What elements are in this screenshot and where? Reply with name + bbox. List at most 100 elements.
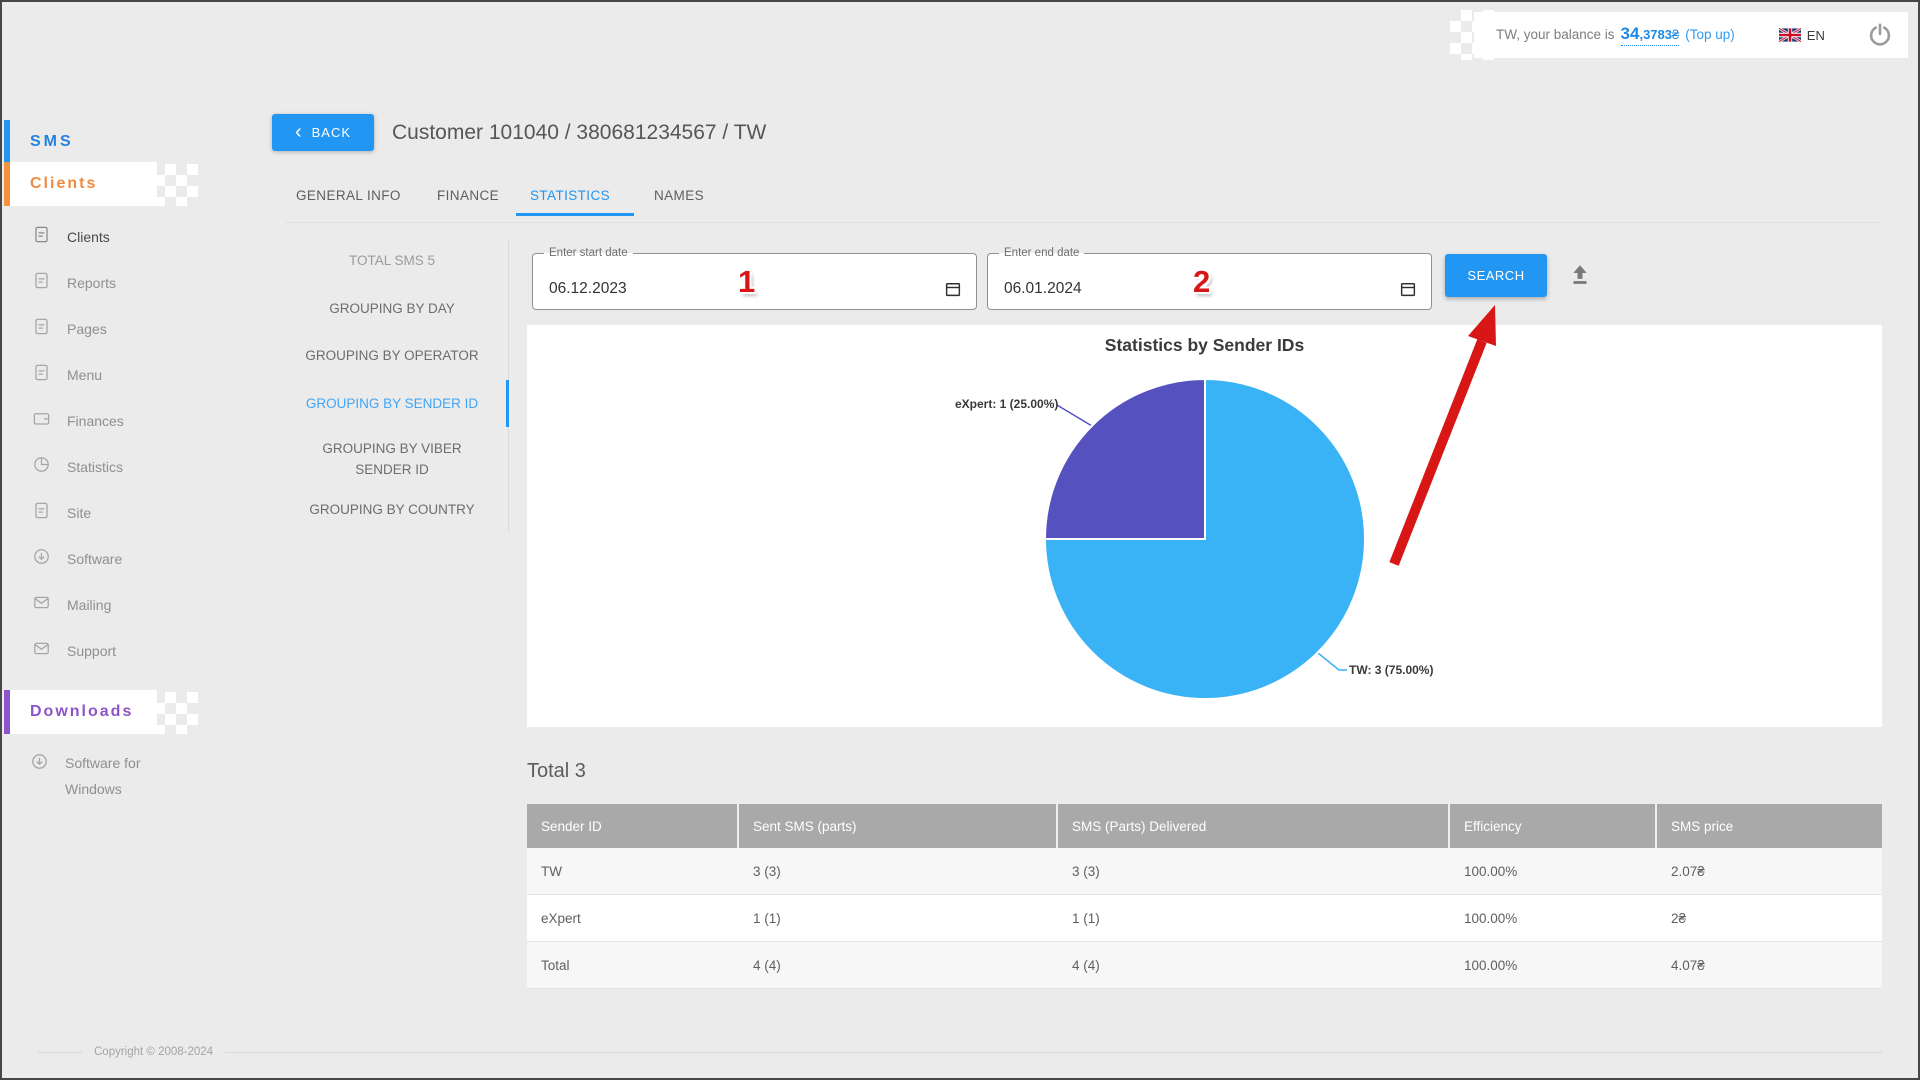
logout-power-icon[interactable] <box>1867 22 1893 48</box>
tab-general-info[interactable]: GENERAL INFO <box>296 188 401 203</box>
document-icon <box>32 501 51 525</box>
cell-sender-id: TW <box>527 848 739 894</box>
balance: TW, your balance is 34,3783₴ (Top up) <box>1496 24 1735 46</box>
callout-line-tw <box>1317 652 1347 671</box>
balance-amount[interactable]: 34,3783₴ <box>1620 24 1680 46</box>
cell-delivered: 3 (3) <box>1058 848 1450 894</box>
sidebar-item-site[interactable]: Site <box>32 498 91 528</box>
stats-table: Sender ID Sent SMS (parts) SMS (Parts) D… <box>527 804 1882 989</box>
col-header-delivered: SMS (Parts) Delivered <box>1058 804 1450 848</box>
envelope-icon <box>32 593 51 617</box>
pie-chart <box>1043 377 1366 700</box>
sidebar-section-downloads[interactable]: Downloads <box>2 690 232 734</box>
sidebar-item-clients[interactable]: Clients <box>32 222 110 252</box>
cell-sender-id: Total <box>527 942 739 988</box>
sidebar-item-mailing[interactable]: Mailing <box>32 590 111 620</box>
active-section-bg <box>4 162 157 206</box>
back-button[interactable]: ‹ BACK <box>272 114 374 151</box>
active-tab-underline <box>516 213 634 216</box>
pie-label-tw: TW: 3 (75.00%) <box>1349 663 1434 677</box>
calendar-icon[interactable] <box>944 280 962 303</box>
cell-sent-sms: 3 (3) <box>739 848 1058 894</box>
cell-sent-sms: 4 (4) <box>739 942 1058 988</box>
document-icon <box>32 317 51 341</box>
divider-line <box>38 1051 82 1053</box>
sidebar-item-finances[interactable]: Finances <box>32 406 124 436</box>
download-icon <box>32 547 51 571</box>
grouping-by-viber-sender-id[interactable]: GROUPING BY VIBER SENDER ID <box>322 441 462 477</box>
sidebar-item-menu[interactable]: Menu <box>32 360 102 390</box>
chevron-left-icon: ‹ <box>294 120 302 143</box>
top-up-link[interactable]: (Top up) <box>1685 27 1735 42</box>
uk-flag-icon <box>1778 28 1801 42</box>
col-header-efficiency: Efficiency <box>1450 804 1657 848</box>
export-upload-icon[interactable] <box>1564 260 1596 292</box>
sidebar-section-sms[interactable]: SMS <box>2 120 232 164</box>
section-accent-bar <box>4 162 10 206</box>
pie-label-expert: eXpert: 1 (25.00%) <box>955 397 1059 411</box>
start-date-value[interactable]: 06.12.2023 <box>549 280 627 297</box>
sidebar-item-support[interactable]: Support <box>32 636 116 666</box>
cell-efficiency: 100.00% <box>1450 895 1657 941</box>
grouping-by-day[interactable]: GROUPING BY DAY <box>329 301 455 316</box>
envelope-icon <box>32 639 51 663</box>
annotation-step-1: 1 <box>738 264 756 299</box>
document-icon <box>32 271 51 295</box>
pie-icon <box>32 455 51 479</box>
sidebar-item-reports[interactable]: Reports <box>32 268 116 298</box>
sidebar-item-software-for-windows[interactable]: Software for Windows <box>30 750 180 802</box>
section-accent-bar <box>4 690 10 734</box>
grouping-by-country[interactable]: GROUPING BY COUNTRY <box>309 502 475 517</box>
sidebar-item-software[interactable]: Software <box>32 544 122 574</box>
sidebar-section-label: Clients <box>30 175 98 192</box>
end-date-value[interactable]: 06.01.2024 <box>1004 280 1082 297</box>
grouping-by-operator[interactable]: GROUPING BY OPERATOR <box>305 348 479 363</box>
grouping-total-sms: TOTAL SMS 5 <box>348 253 436 268</box>
sidebar-section-label: SMS <box>30 133 74 150</box>
language-switcher[interactable]: EN <box>1778 27 1825 43</box>
col-header-sender-id: Sender ID <box>527 804 739 848</box>
sidebar-section-label: Downloads <box>30 703 134 720</box>
grouping-by-sender-id[interactable]: GROUPING BY SENDER ID <box>305 396 479 411</box>
wallet-icon <box>32 409 51 433</box>
page-title: Customer 101040 / 380681234567 / TW <box>392 121 767 144</box>
cell-efficiency: 100.00% <box>1450 848 1657 894</box>
col-header-sent-sms: Sent SMS (parts) <box>739 804 1058 848</box>
cell-efficiency: 100.00% <box>1450 942 1657 988</box>
calendar-icon[interactable] <box>1399 280 1417 303</box>
pixel-decoration <box>154 692 198 734</box>
total-heading: Total 3 <box>527 760 586 782</box>
copyright: Copyright © 2008-2024 <box>38 1046 1882 1058</box>
sidebar-item-statistics[interactable]: Statistics <box>32 452 123 482</box>
callout-line-expert <box>1056 404 1093 427</box>
balance-prefix: TW, your balance is <box>1496 27 1615 42</box>
chart-panel: Statistics by Sender IDs eXpert: 1 (25.0… <box>527 325 1882 727</box>
tab-statistics[interactable]: STATISTICS <box>530 188 611 203</box>
sidebar-section-clients[interactable]: Clients <box>2 162 232 206</box>
cell-sms-price: 2.07₴ <box>1657 848 1882 894</box>
sidebar-item-pages[interactable]: Pages <box>32 314 107 344</box>
cell-sender-id: eXpert <box>527 895 739 941</box>
table-row-total: Total 4 (4) 4 (4) 100.00% 4.07₴ <box>527 942 1882 989</box>
tabs-divider <box>285 222 1882 223</box>
tab-finance[interactable]: FINANCE <box>437 188 500 203</box>
balance-card: TW, your balance is 34,3783₴ (Top up) EN <box>1474 12 1908 58</box>
end-date-input[interactable]: Enter end date 06.01.2024 2 <box>987 247 1432 310</box>
section-accent-bar <box>4 120 10 164</box>
active-section-bg <box>4 690 157 734</box>
search-button[interactable]: SEARCH <box>1445 254 1547 297</box>
start-date-label: Enter start date <box>549 247 628 259</box>
end-date-label: Enter end date <box>1004 247 1080 259</box>
cell-sms-price: 4.07₴ <box>1657 942 1882 988</box>
document-icon <box>32 225 51 249</box>
cell-delivered: 1 (1) <box>1058 895 1450 941</box>
cell-delivered: 4 (4) <box>1058 942 1450 988</box>
annotation-step-2: 2 <box>1193 264 1211 299</box>
tab-names[interactable]: NAMES <box>654 188 705 203</box>
chart-title: Statistics by Sender IDs <box>1104 335 1305 355</box>
table-header-row: Sender ID Sent SMS (parts) SMS (Parts) D… <box>527 804 1882 848</box>
active-grouping-indicator <box>506 380 509 427</box>
language-label: EN <box>1806 27 1825 43</box>
start-date-input[interactable]: Enter start date 06.12.2023 1 <box>532 247 977 310</box>
document-icon <box>32 363 51 387</box>
